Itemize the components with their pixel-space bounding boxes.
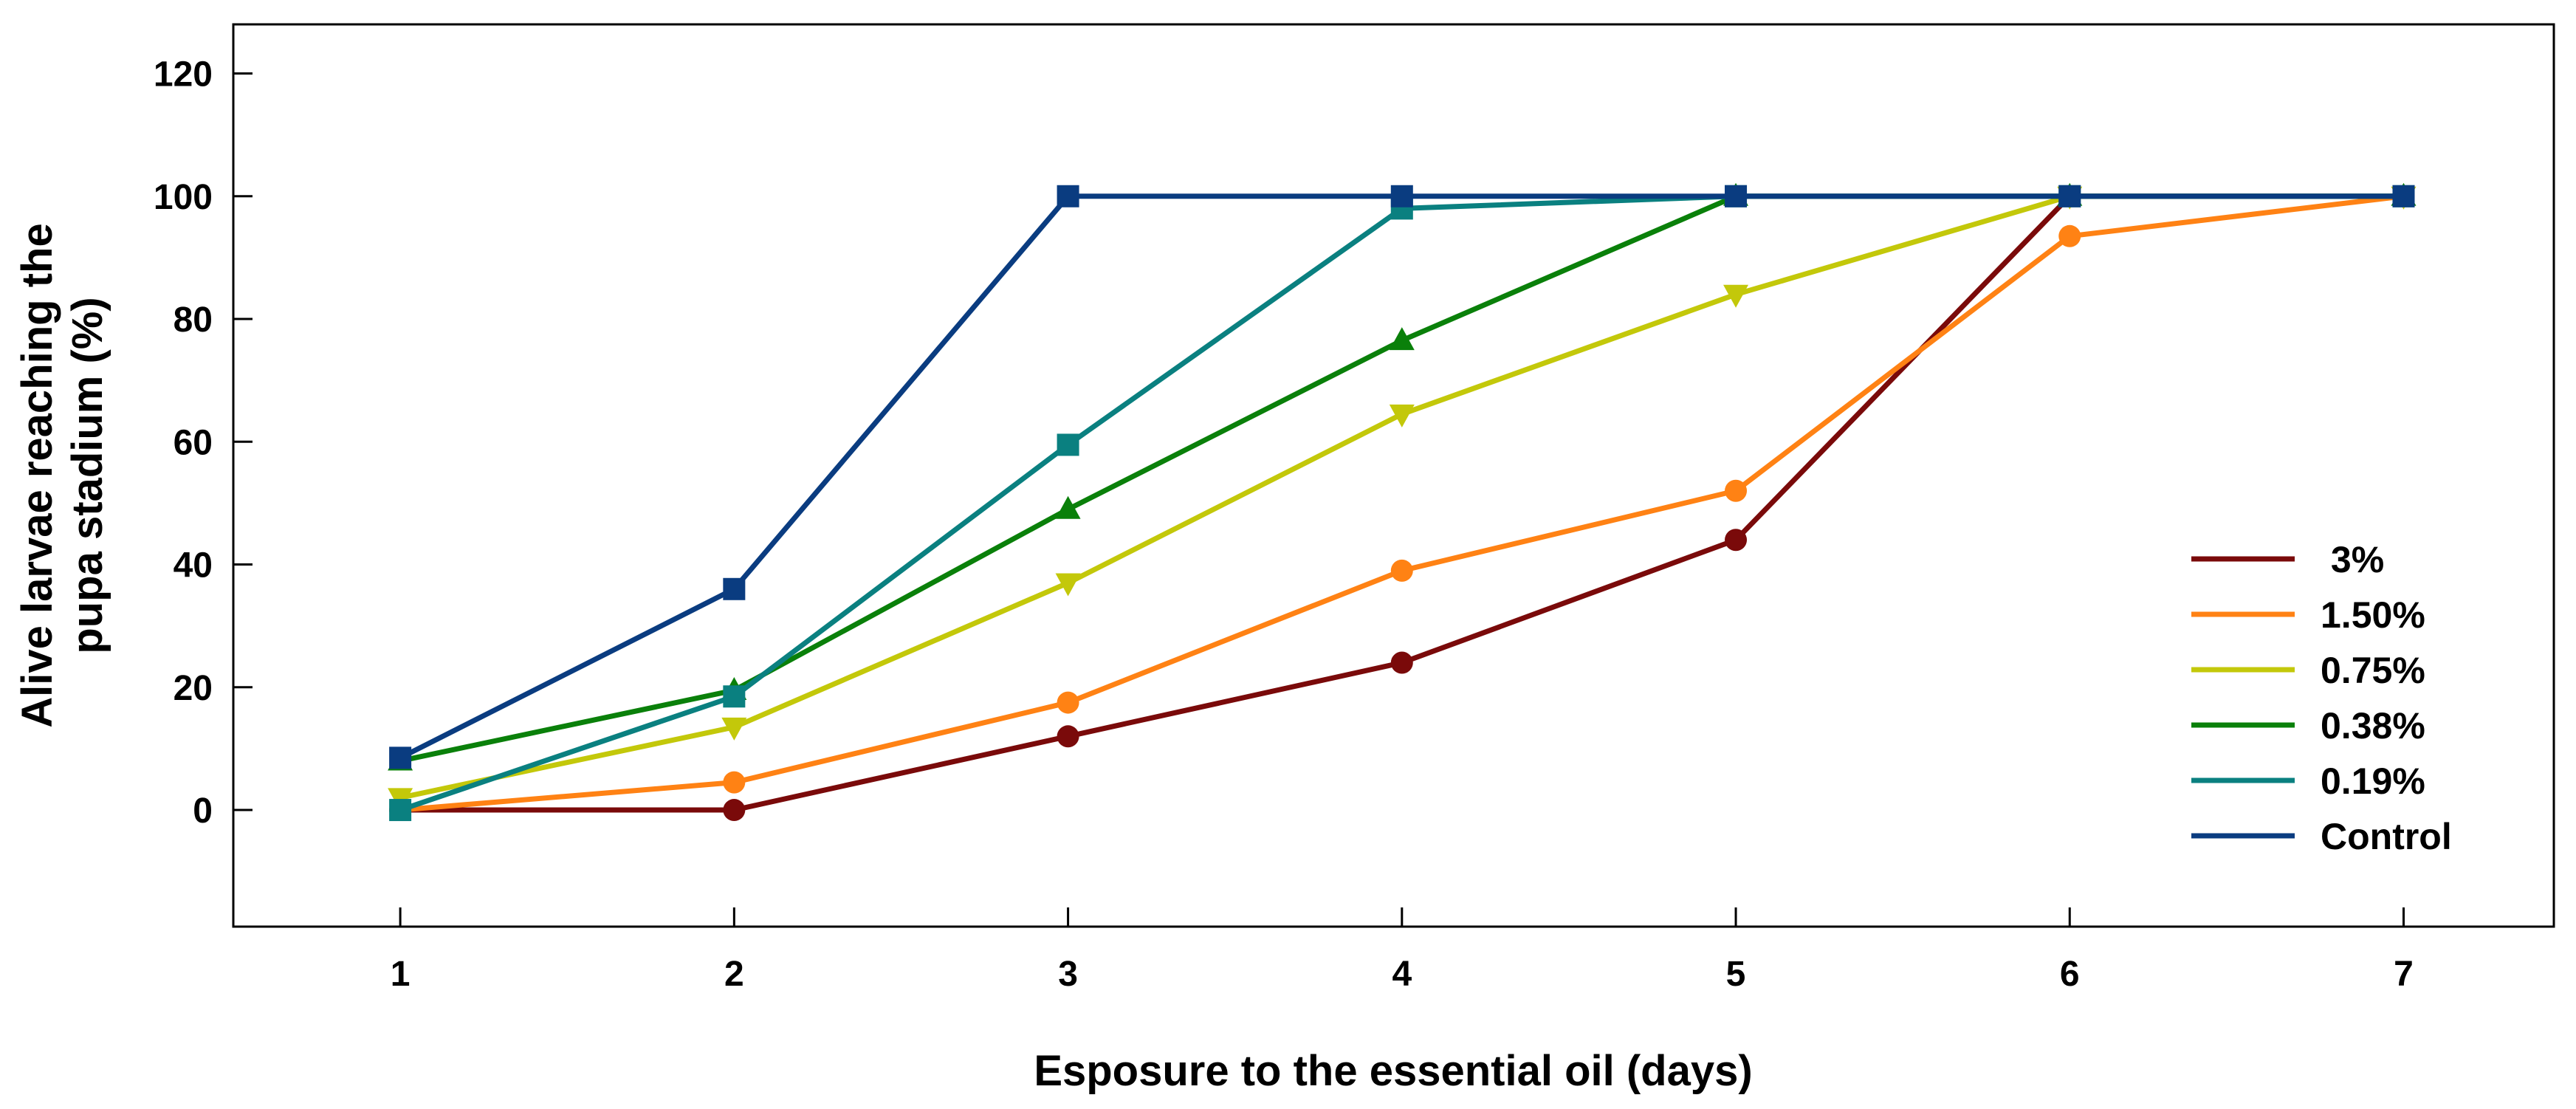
x-tick-label: 2 [724,955,744,994]
data-point [1057,725,1079,748]
y-tick-label: 0 [193,792,213,831]
data-point [2058,185,2081,207]
y-tick-label: 100 [154,178,213,217]
x-tick-label: 5 [1726,955,1746,994]
series-1 [389,185,2415,822]
legend-label: Control [2321,816,2452,857]
data-point [1390,185,1413,207]
series-line [399,193,2404,813]
data-point [1055,573,1081,597]
y-tick-label: 60 [174,423,213,462]
data-point [1389,327,1415,351]
plot-frame [232,23,2555,928]
data-point [721,717,747,741]
legend-label: 0.19% [2321,760,2425,802]
y-tick-label: 20 [174,669,213,708]
x-tick-label: 1 [391,955,411,994]
data-point [2058,224,2081,247]
x-tick-label: 4 [1392,955,1412,994]
data-point [1389,404,1415,428]
series-2 [388,186,2417,811]
series-layer [388,182,2417,822]
legend-label: 1.50% [2321,594,2425,636]
y-axis-ticks: 0 20 40 60 80 100 120 [154,55,253,831]
data-point [1057,433,1079,456]
data-point [1057,185,1079,207]
series-line [400,193,2404,813]
data-point [1057,691,1079,714]
y-tick-label: 40 [174,546,213,586]
series-4 [389,185,2415,822]
data-point [1725,185,1748,207]
data-point [389,746,412,769]
x-tick-label: 7 [2394,955,2414,994]
series-5 [389,185,2415,769]
data-point [723,771,746,794]
data-point [1725,529,1748,552]
series-line [399,193,2404,813]
series-3 [388,182,2417,771]
x-axis-ticks: 1 2 3 4 5 6 7 [391,907,2414,994]
x-tick-label: 3 [1058,955,1078,994]
data-point [1723,284,1749,308]
data-point [723,685,746,708]
series-0 [389,185,2415,822]
series-line [399,193,2404,763]
data-point [1390,651,1413,674]
x-tick-label: 6 [2060,955,2080,994]
legend-label: 0.38% [2321,705,2425,746]
x-axis-title: Esposure to the essential oil (days) [1034,1047,1752,1095]
y-axis-title-line-1: Alive larvae reaching the [13,223,61,727]
y-tick-label: 80 [174,301,213,340]
data-point [2392,185,2415,207]
legend-label: 3% [2321,539,2384,580]
y-axis-title-line-2: pupa stadium (%) [63,297,111,653]
legend-label: 0.75% [2321,650,2425,691]
data-point [1725,479,1748,502]
legend: 3% 1.50% 0.75% 0.38% 0.19% Control [2191,539,2452,857]
data-point [389,799,412,822]
data-point [723,799,746,822]
y-tick-label: 120 [154,55,213,95]
data-point [723,577,746,600]
data-point [1055,495,1081,519]
data-point [1390,559,1413,582]
